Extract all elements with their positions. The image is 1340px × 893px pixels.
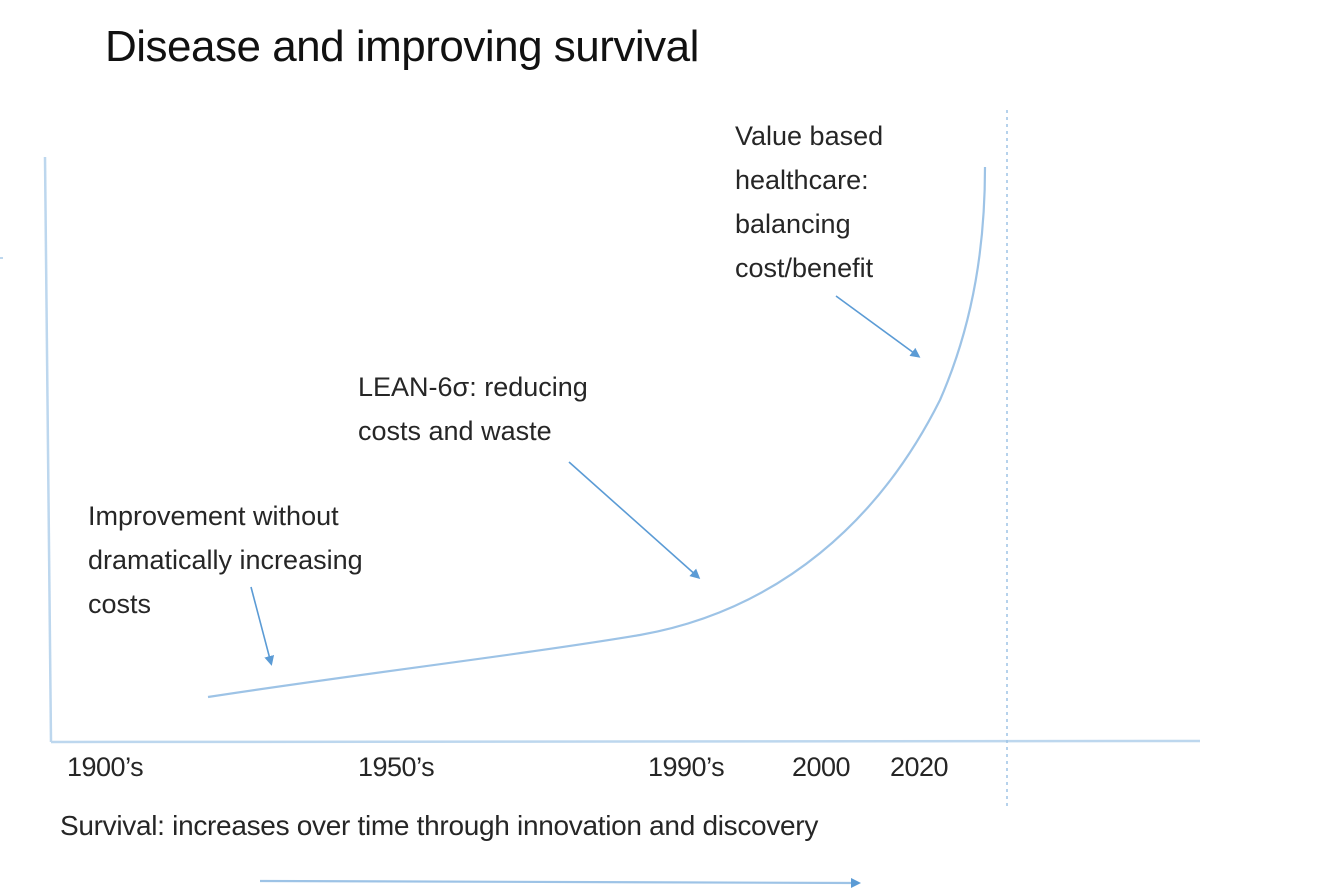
x-axis <box>50 739 1201 744</box>
annotation-lean: LEAN-6σ: reducing costs and waste <box>358 365 588 453</box>
survival-cost-curve <box>207 166 987 699</box>
annotation-line: balancing <box>735 209 851 239</box>
annotation-line: cost/benefit <box>735 253 874 283</box>
lean-arrow <box>568 461 701 579</box>
annotation-line: LEAN-6σ: reducing <box>358 372 588 402</box>
x-tick-label: 1990’s <box>648 752 725 782</box>
annotation-line: costs and waste <box>358 416 552 446</box>
time-direction-arrow <box>259 877 861 888</box>
page-title: Disease and improving survival <box>105 22 699 71</box>
annotation-improvement: Improvement without dramatically increas… <box>88 494 363 626</box>
x-axis-label: Survival: increases over time through in… <box>60 810 819 841</box>
annotation-line: costs <box>88 589 152 619</box>
value-based-arrow <box>835 295 921 358</box>
improvement-arrow <box>250 586 275 666</box>
x-tick-label: 2000 <box>792 752 851 782</box>
annotation-value-based: Value based healthcare: balancing cost/b… <box>735 114 883 290</box>
annotation-line: healthcare: <box>735 165 869 195</box>
x-tick-label: 2020 <box>890 752 949 782</box>
annotation-line: Value based <box>735 121 884 151</box>
annotation-line: Improvement without <box>88 501 339 531</box>
y-axis <box>43 156 53 743</box>
x-tick-label: 1950’s <box>358 752 435 782</box>
annotation-line: dramatically increasing <box>88 545 363 575</box>
x-tick-label: 1900’s <box>67 752 144 782</box>
